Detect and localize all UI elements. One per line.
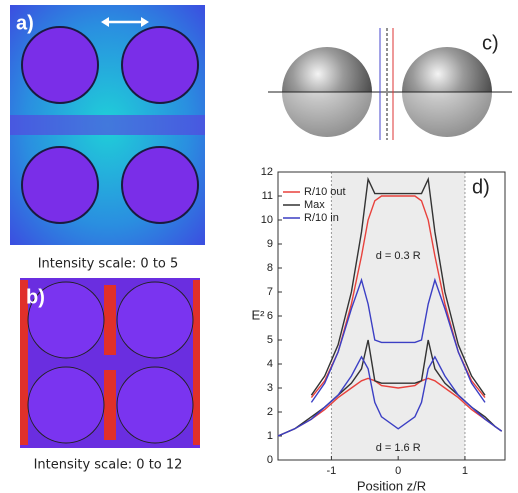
shaded-region <box>331 172 465 460</box>
x-tick-label: 0 <box>395 465 401 477</box>
y-tick-label: 7 <box>267 286 273 298</box>
particle <box>28 367 104 443</box>
x-axis-label: Position z/R <box>357 478 426 493</box>
y-tick-label: 3 <box>267 382 273 394</box>
x-tick-label: -1 <box>327 465 337 477</box>
legend-label: Max <box>304 199 325 211</box>
figure: a) Intensity scale: 0 to 5 b) Intensity … <box>0 0 518 493</box>
y-tick-label: 4 <box>267 358 273 370</box>
particle <box>122 27 198 103</box>
field-band <box>10 115 205 135</box>
y-axis-label: E² <box>252 307 266 322</box>
panel-label: c) <box>482 32 499 54</box>
particle <box>117 282 193 358</box>
annotation: d = 1.6 R <box>376 442 421 454</box>
particle <box>22 27 98 103</box>
y-tick-label: 5 <box>267 334 273 346</box>
hotspot <box>104 370 116 440</box>
legend-label: R/10 out <box>304 186 346 198</box>
y-tick-label: 0 <box>267 454 273 466</box>
panel-label: b) <box>26 286 45 308</box>
panel-label: a) <box>16 12 34 34</box>
hotspot <box>104 285 116 355</box>
reflection <box>280 92 500 140</box>
hotspot <box>193 280 200 445</box>
panel-b: b) Intensity scale: 0 to 12 <box>20 278 200 473</box>
x-tick-label: 1 <box>462 465 468 477</box>
y-tick-label: 8 <box>267 262 273 274</box>
panel-c: c) <box>268 28 512 140</box>
y-tick-label: 12 <box>261 166 273 178</box>
panel-label: d) <box>472 176 490 198</box>
y-tick-label: 1 <box>267 430 273 442</box>
particle <box>22 147 98 223</box>
y-tick-label: 10 <box>261 214 273 226</box>
annotation: d = 0.3 R <box>376 250 421 262</box>
y-tick-label: 2 <box>267 406 273 418</box>
y-tick-label: 9 <box>267 238 273 250</box>
y-tick-label: 11 <box>262 190 273 202</box>
particle <box>122 147 198 223</box>
legend-label: R/10 in <box>304 212 339 224</box>
particle <box>117 367 193 443</box>
caption: Intensity scale: 0 to 5 <box>38 257 179 272</box>
panel-a: a) Intensity scale: 0 to 5 <box>10 5 205 272</box>
caption: Intensity scale: 0 to 12 <box>34 458 183 473</box>
y-tick-label: 6 <box>267 310 273 322</box>
